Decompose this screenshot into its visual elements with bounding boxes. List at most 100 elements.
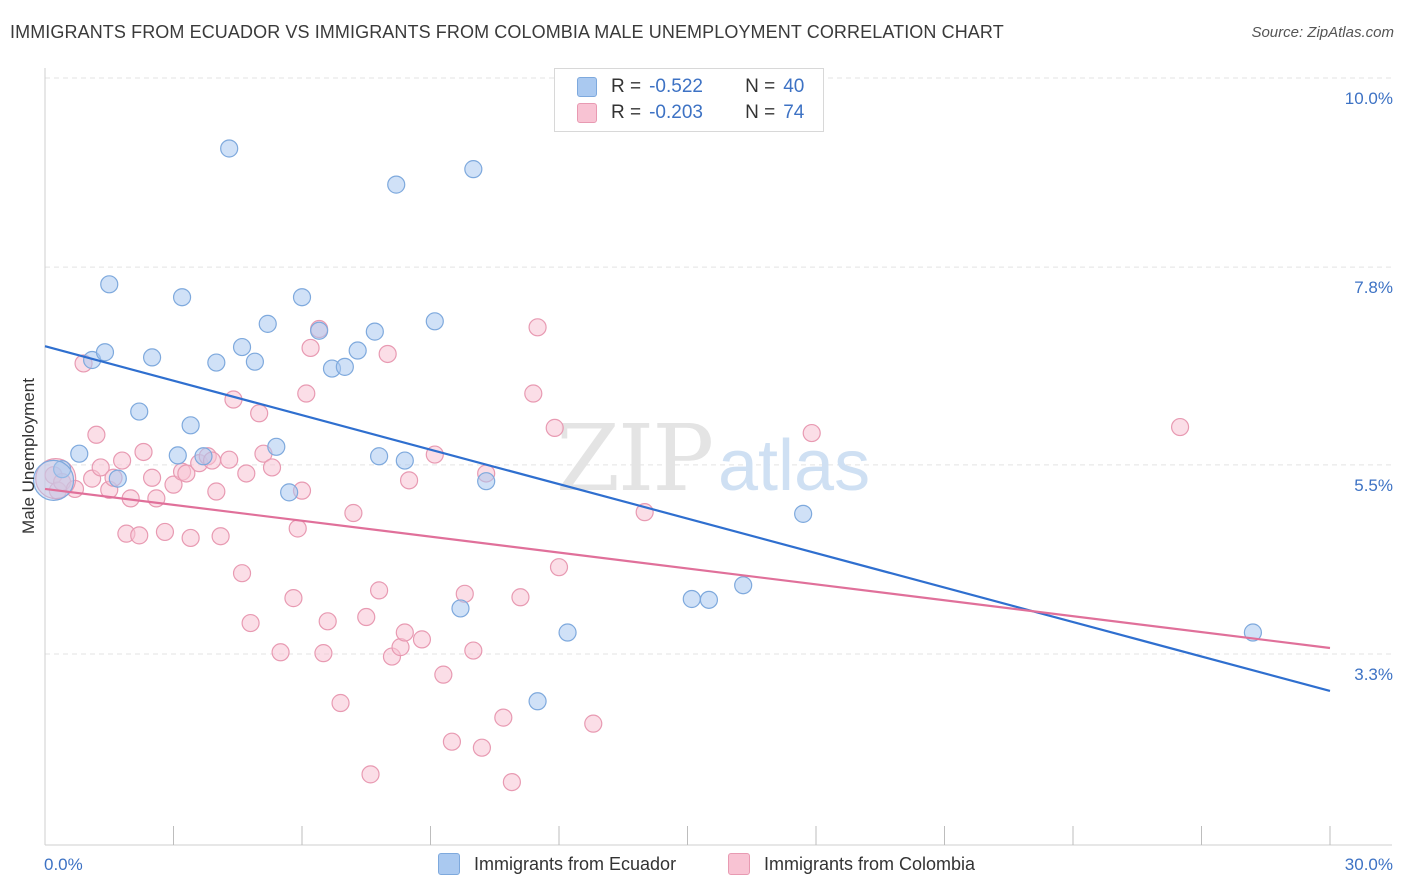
series-ecuador-points [32, 139, 1263, 711]
ecuador-point [335, 357, 354, 376]
ecuador-point [464, 160, 483, 179]
colombia-point [91, 458, 110, 477]
ecuador-point [194, 447, 213, 466]
colombia-point [464, 641, 483, 660]
ecuador-point [370, 447, 389, 466]
colombia-point [207, 482, 226, 501]
ecuador-point [95, 343, 115, 362]
ecuador-point [280, 483, 299, 502]
chart-source: Source: ZipAtlas.com [1251, 24, 1394, 41]
legend-row-colombia: R = -0.203 N = 74 [577, 100, 804, 126]
colombia-point [524, 384, 543, 403]
colombia-point [232, 564, 252, 583]
colombia-point [545, 418, 564, 437]
colombia-point [87, 425, 106, 444]
bottom-legend-ecuador: Immigrants from Ecuador [438, 851, 676, 877]
colombia-point [314, 644, 333, 663]
ecuador-point [220, 139, 239, 158]
ecuador-point [100, 275, 119, 294]
colombia-point [802, 423, 821, 443]
ecuador-point [70, 444, 89, 463]
ecuador-point [245, 352, 264, 371]
ecuador-point [310, 321, 329, 340]
ecuador-point [292, 288, 312, 307]
ecuador-point [794, 504, 813, 523]
colombia-point [134, 442, 153, 462]
ecuador-point [734, 576, 753, 595]
ecuador-point [348, 341, 367, 360]
colombia-point [412, 630, 432, 649]
ecuador-point [699, 590, 719, 609]
colombia-point [399, 471, 419, 490]
colombia-point [224, 390, 243, 409]
ecuador-point [451, 599, 470, 618]
colombia-point [177, 464, 196, 483]
watermark-atlas: atlas [718, 426, 870, 506]
colombia-point [220, 450, 239, 469]
ecuador-point [477, 472, 496, 491]
x-tick-label: 0.0% [44, 855, 83, 874]
legend-r-label: R = [611, 76, 642, 97]
colombia-point [288, 519, 307, 538]
chart-title: IMMIGRANTS FROM ECUADOR VS IMMIGRANTS FR… [10, 22, 1004, 42]
colombia-point [130, 526, 149, 545]
colombia-point [262, 458, 282, 477]
ecuador-point [232, 337, 252, 357]
ecuador-point [1243, 623, 1263, 642]
colombia-point [271, 643, 290, 662]
colombia-point [301, 338, 320, 358]
bottom-legend-label-ecuador: Immigrants from Ecuador [474, 853, 677, 874]
ecuador-point [528, 692, 547, 711]
colombia-point [164, 475, 183, 494]
legend-r-value-colombia: -0.203 [649, 102, 703, 123]
colombia-point [297, 384, 316, 403]
colombia-point [361, 765, 380, 784]
colombia-point [250, 404, 269, 423]
legend-swatch-ecuador [577, 77, 597, 97]
ecuador-point [32, 459, 75, 501]
legend-n-label: N = [745, 76, 776, 97]
ecuador-point [130, 402, 149, 421]
ecuador-point [395, 451, 414, 470]
colombia-point [211, 527, 230, 546]
series-colombia-points [35, 318, 1190, 792]
colombia-point [241, 613, 260, 633]
axes [44, 68, 1392, 846]
legend-n-label: N = [745, 102, 776, 123]
ecuador-point [207, 353, 226, 372]
colombia-point [434, 665, 453, 684]
ecuador-point [142, 348, 162, 367]
tick-labels: 3.3% 5.5% 7.8% 10.0% 0.0% 30.0% [44, 89, 1393, 874]
watermark-zip: ZIP [556, 405, 712, 512]
colombia-point [528, 318, 547, 337]
bottom-legend-colombia: Immigrants from Colombia [728, 851, 975, 877]
trend-lines [44, 345, 1331, 693]
y-axis-title: Male Unemployment [19, 378, 38, 534]
ecuador-point [425, 312, 444, 331]
y-tick-label: 7.8% [1354, 278, 1393, 297]
ecuador-point [181, 416, 200, 435]
y-tick-label: 5.5% [1354, 476, 1393, 495]
legend-swatch-colombia [577, 103, 597, 123]
colombia-point [370, 581, 389, 600]
colombia-point [378, 344, 397, 364]
colombia-point [237, 464, 256, 483]
colombia-point [344, 503, 363, 523]
colombia-point [331, 693, 350, 713]
ecuador-point [168, 446, 187, 465]
bottom-legend-swatch-ecuador [438, 853, 460, 875]
colombia-point [1170, 417, 1190, 437]
y-tick-label: 3.3% [1354, 665, 1393, 684]
colombia-point [112, 451, 132, 470]
ecuador-point [558, 623, 577, 642]
colombia-point [318, 612, 337, 631]
ecuador-point [108, 469, 127, 488]
colombia-point [584, 714, 603, 733]
colombia-point [549, 558, 569, 577]
legend-n-value-colombia: 74 [783, 102, 805, 123]
x-tick-label: 30.0% [1345, 855, 1393, 874]
colombia-point [395, 623, 414, 642]
colombia-point [284, 589, 303, 608]
trend-line-ecuador [44, 345, 1331, 693]
